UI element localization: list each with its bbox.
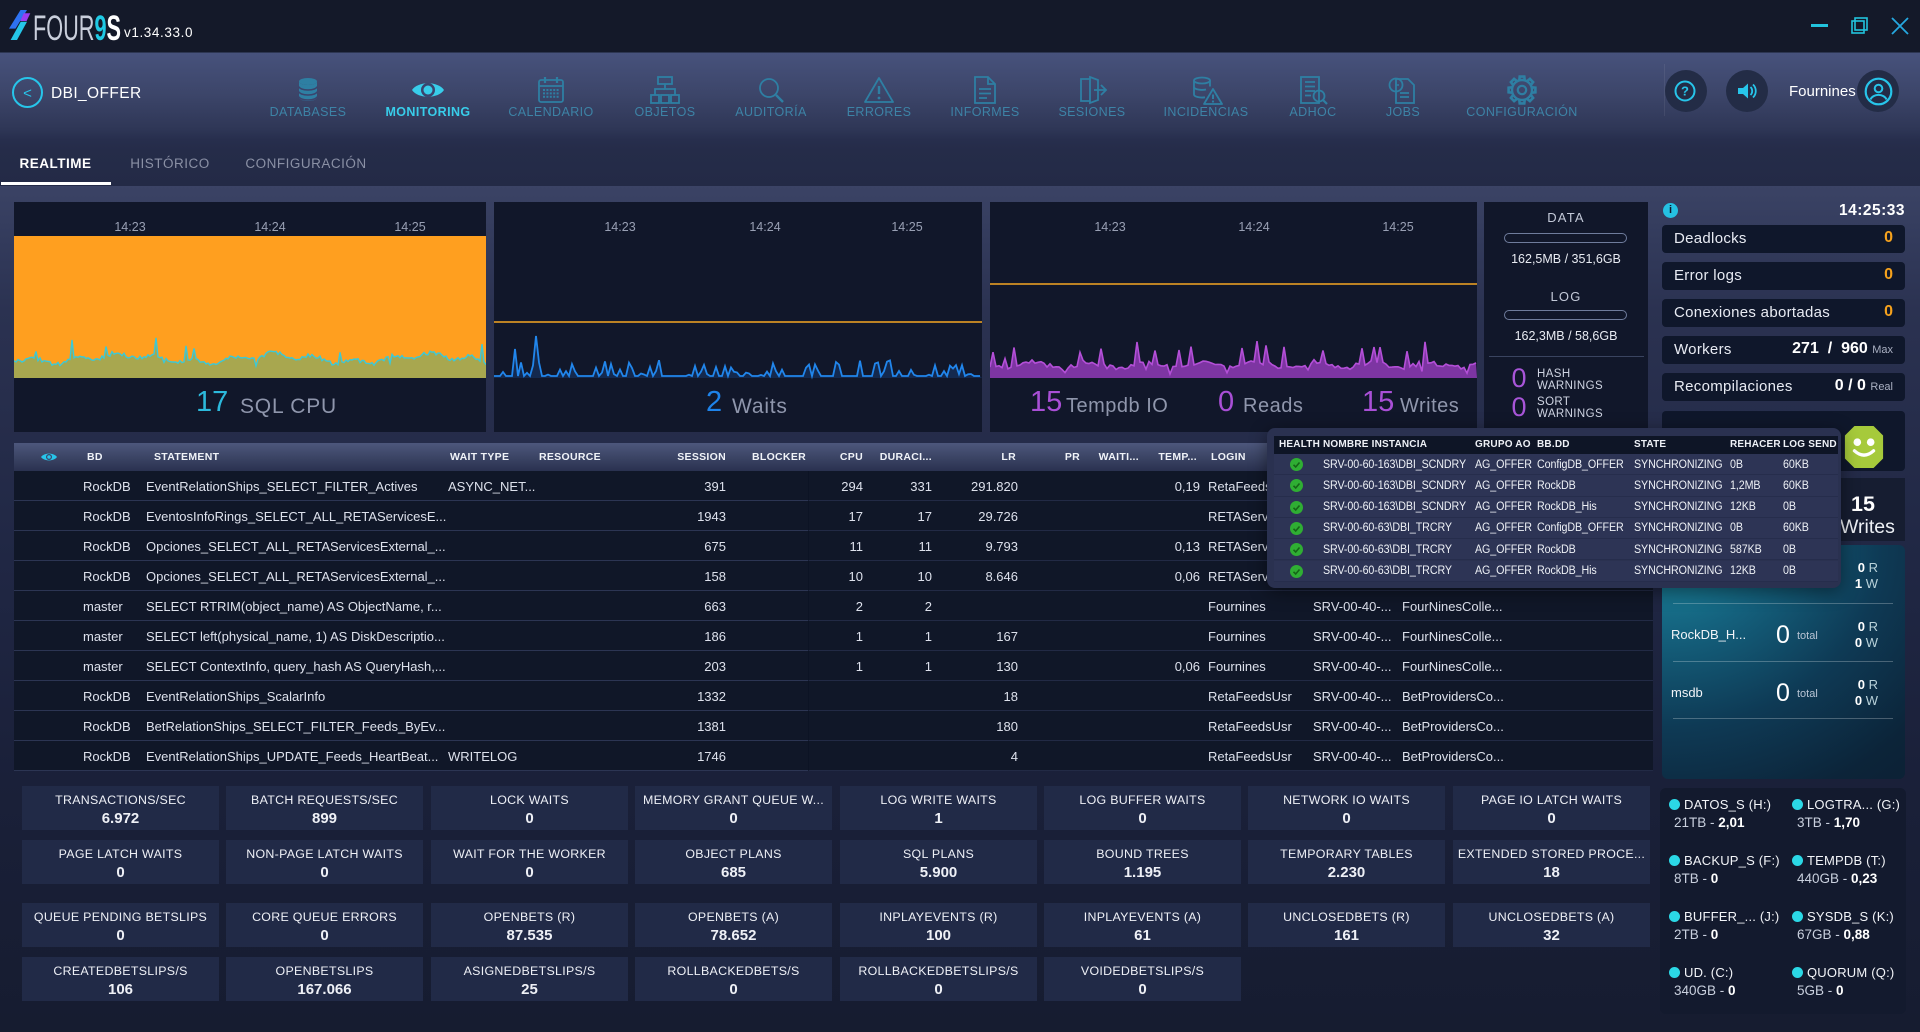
svg-text:?: ?	[1681, 84, 1689, 99]
